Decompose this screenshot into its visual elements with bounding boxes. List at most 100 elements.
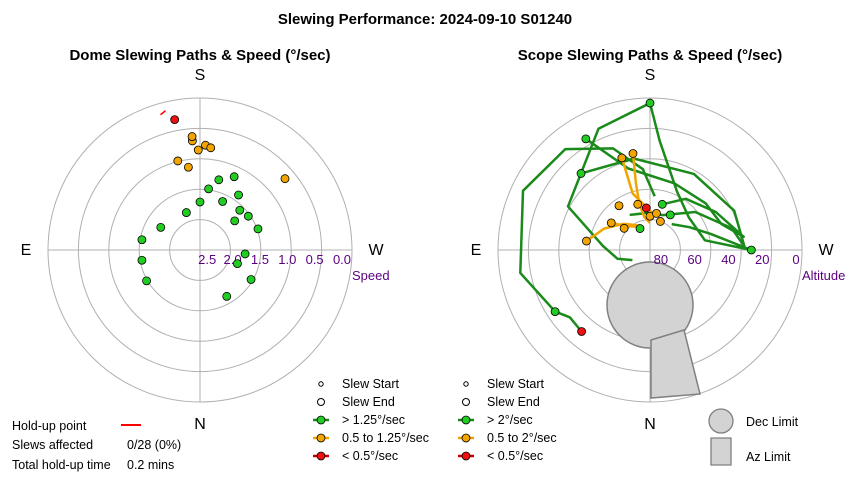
- scope-radial-tick-label: 0: [792, 252, 799, 267]
- grid-ring: [108, 158, 292, 342]
- dome-slew-point: [193, 145, 203, 155]
- figure-title: Slewing Performance: 2024-09-10 S01240: [278, 11, 572, 28]
- dome-radial-ticks: 2.5 2.0 1.5 1.0 0.5 0.0: [198, 252, 351, 267]
- dome-slew-point: [222, 291, 232, 301]
- dome-label-west: W: [368, 242, 384, 259]
- dome-slew-point: [142, 276, 151, 286]
- dome-slew-point: [246, 275, 256, 284]
- total-holdup-value: 0.2 mins: [127, 458, 174, 472]
- scope-radial-tick-label: 80: [654, 252, 668, 267]
- legend-dec-limit-swatch: [708, 408, 734, 434]
- dome-slew-point: [218, 197, 228, 206]
- dome-slew-point: [181, 208, 191, 217]
- grid-ring: [497, 97, 803, 403]
- scope-chart: Scope Slewing Paths & Speed (°/sec) S N …: [471, 47, 846, 433]
- scope-legend-fast: > 2°/sec: [487, 413, 533, 427]
- dome-legend-slow: < 0.5°/sec: [342, 449, 398, 463]
- scope-chart-title: Scope Slewing Paths & Speed (°/sec): [518, 47, 782, 64]
- dome-slew-point: [243, 211, 253, 221]
- dec-limit-region: [606, 261, 694, 349]
- scope-slew-point: [652, 209, 661, 218]
- scope-slew-point: [550, 307, 560, 317]
- dome-label-north: N: [194, 416, 206, 433]
- legend-slew-end-marker: [462, 398, 470, 406]
- dome-slew-point: [240, 249, 250, 259]
- slews-affected-value: 0/28 (0%): [127, 438, 181, 452]
- scope-legend-slew-end: Slew End: [487, 395, 540, 409]
- scope-slew-point: [655, 217, 665, 226]
- dome-legend: Slew Start Slew End > 1.25°/sec 0.5 to 1…: [313, 377, 429, 463]
- dome-radial-tick-label: 0.0: [333, 252, 351, 267]
- scope-legend-medium: 0.5 to 2°/sec: [487, 431, 557, 445]
- scope-legend-az-limit: Az Limit: [746, 450, 791, 464]
- scope-slew-point: [614, 201, 624, 211]
- legend-medium-marker: [316, 433, 326, 443]
- scope-legend: Slew Start Slew End > 2°/sec 0.5 to 2°/s…: [458, 377, 799, 466]
- legend-slow-marker: [461, 451, 471, 461]
- dome-slew-point: [235, 205, 245, 215]
- dome-label-south: S: [195, 67, 206, 84]
- dome-slew-point: [170, 115, 180, 124]
- holdup-summary: Hold-up point Slews affected 0/28 (0%) T…: [12, 419, 181, 472]
- dome-radial-tick-label: 2.5: [198, 252, 216, 267]
- scope-label-west: W: [818, 242, 834, 259]
- scope-slew-point: [576, 169, 586, 178]
- az-limit-region: [650, 329, 701, 399]
- scope-slew-point: [657, 199, 667, 209]
- dome-holdup-mark: [160, 110, 166, 116]
- dome-slew-point: [156, 222, 166, 232]
- dome-slew-point: [233, 259, 242, 269]
- dome-slew-point: [195, 197, 205, 207]
- dome-label-east: E: [21, 242, 32, 259]
- dome-data-marks: [137, 110, 290, 301]
- dome-legend-fast: > 1.25°/sec: [342, 413, 405, 427]
- scope-slew-point: [606, 218, 616, 228]
- scope-slew-point: [665, 210, 675, 220]
- scope-slew-point: [582, 236, 591, 246]
- dome-slew-point: [280, 174, 290, 184]
- legend-slew-end-marker: [317, 398, 325, 406]
- legend-medium-marker: [461, 433, 471, 443]
- scope-slew-point: [619, 223, 629, 233]
- legend-az-limit-swatch: [710, 437, 732, 466]
- scope-legend-slow: < 0.5°/sec: [487, 449, 543, 463]
- dome-slew-point: [206, 143, 216, 153]
- scope-radial-tick-label: 60: [687, 252, 701, 267]
- scope-slew-point: [633, 199, 643, 209]
- scope-slew-point: [746, 245, 756, 255]
- grid-ring: [169, 219, 231, 281]
- legend-slow-marker: [316, 451, 326, 461]
- dome-slew-point: [173, 156, 183, 166]
- scope-slew-path: [648, 102, 753, 252]
- scope-slew-point: [617, 153, 627, 163]
- dome-radial-tick-label: 1.5: [251, 252, 269, 267]
- legend-slew-start-marker: [318, 381, 324, 387]
- scope-label-north: N: [644, 416, 656, 433]
- dome-chart: Dome Slewing Paths & Speed (°/sec) S N E…: [21, 47, 390, 433]
- scope-polar-grid: [497, 97, 803, 403]
- dome-slew-point: [137, 255, 147, 265]
- dome-legend-slew-start: Slew Start: [342, 377, 399, 391]
- dome-slew-point: [234, 190, 243, 200]
- scope-data-marks: [519, 98, 756, 336]
- dome-slew-point: [229, 172, 239, 182]
- dome-legend-slew-end: Slew End: [342, 395, 395, 409]
- total-holdup-label: Total hold-up time: [12, 458, 111, 472]
- scope-legend-dec-limit: Dec Limit: [746, 415, 799, 429]
- dome-legend-medium: 0.5 to 1.25°/sec: [342, 431, 429, 445]
- dome-slew-point: [214, 175, 224, 185]
- dome-radial-axis-label: Speed: [352, 268, 390, 283]
- grid-ring: [47, 97, 353, 403]
- legend-slew-start-marker: [463, 381, 469, 387]
- holdup-point-label: Hold-up point: [12, 419, 87, 433]
- dome-polar-grid: [47, 97, 353, 403]
- scope-label-east: E: [471, 242, 482, 259]
- scope-radial-ticks: 80 60 40 20 0: [654, 252, 800, 267]
- legend-fast-marker: [461, 415, 471, 425]
- scope-slew-point: [635, 224, 645, 233]
- scope-radial-tick-label: 20: [755, 252, 769, 267]
- grid-ring: [527, 127, 773, 373]
- dome-chart-title: Dome Slewing Paths & Speed (°/sec): [69, 47, 330, 64]
- scope-slew-point: [581, 134, 591, 144]
- dome-slew-point: [230, 216, 240, 226]
